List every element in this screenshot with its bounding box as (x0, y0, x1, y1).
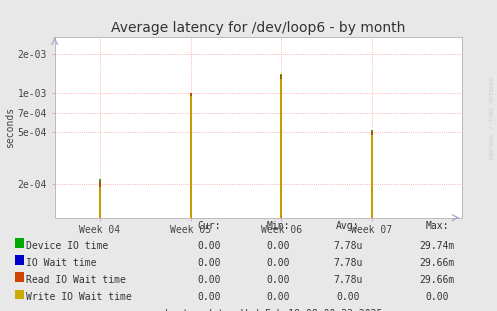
Text: Read IO Wait time: Read IO Wait time (26, 275, 126, 285)
Text: 0.00: 0.00 (197, 275, 221, 285)
Text: 29.74m: 29.74m (420, 241, 455, 251)
Title: Average latency for /dev/loop6 - by month: Average latency for /dev/loop6 - by mont… (111, 21, 406, 35)
Text: 0.00: 0.00 (425, 292, 449, 302)
Text: 7.78u: 7.78u (333, 258, 363, 268)
Text: IO Wait time: IO Wait time (26, 258, 97, 268)
Text: 7.78u: 7.78u (333, 275, 363, 285)
Text: Device IO time: Device IO time (26, 241, 108, 251)
Text: Avg:: Avg: (336, 220, 360, 230)
Text: RRDTOOL / TOBI OETIKER: RRDTOOL / TOBI OETIKER (490, 77, 495, 160)
Text: 7.78u: 7.78u (333, 241, 363, 251)
Text: Max:: Max: (425, 220, 449, 230)
Text: Last update: Wed Feb 19 08:00:23 2025: Last update: Wed Feb 19 08:00:23 2025 (165, 309, 382, 311)
Text: 29.66m: 29.66m (420, 258, 455, 268)
Text: 0.00: 0.00 (266, 241, 290, 251)
Text: Cur:: Cur: (197, 220, 221, 230)
Text: Write IO Wait time: Write IO Wait time (26, 292, 132, 302)
Text: 0.00: 0.00 (266, 292, 290, 302)
Text: 29.66m: 29.66m (420, 275, 455, 285)
Y-axis label: seconds: seconds (5, 107, 15, 148)
Text: 0.00: 0.00 (266, 258, 290, 268)
Text: 0.00: 0.00 (197, 292, 221, 302)
Text: 0.00: 0.00 (336, 292, 360, 302)
Text: 0.00: 0.00 (197, 258, 221, 268)
Text: 0.00: 0.00 (197, 241, 221, 251)
Text: 0.00: 0.00 (266, 275, 290, 285)
Text: Min:: Min: (266, 220, 290, 230)
